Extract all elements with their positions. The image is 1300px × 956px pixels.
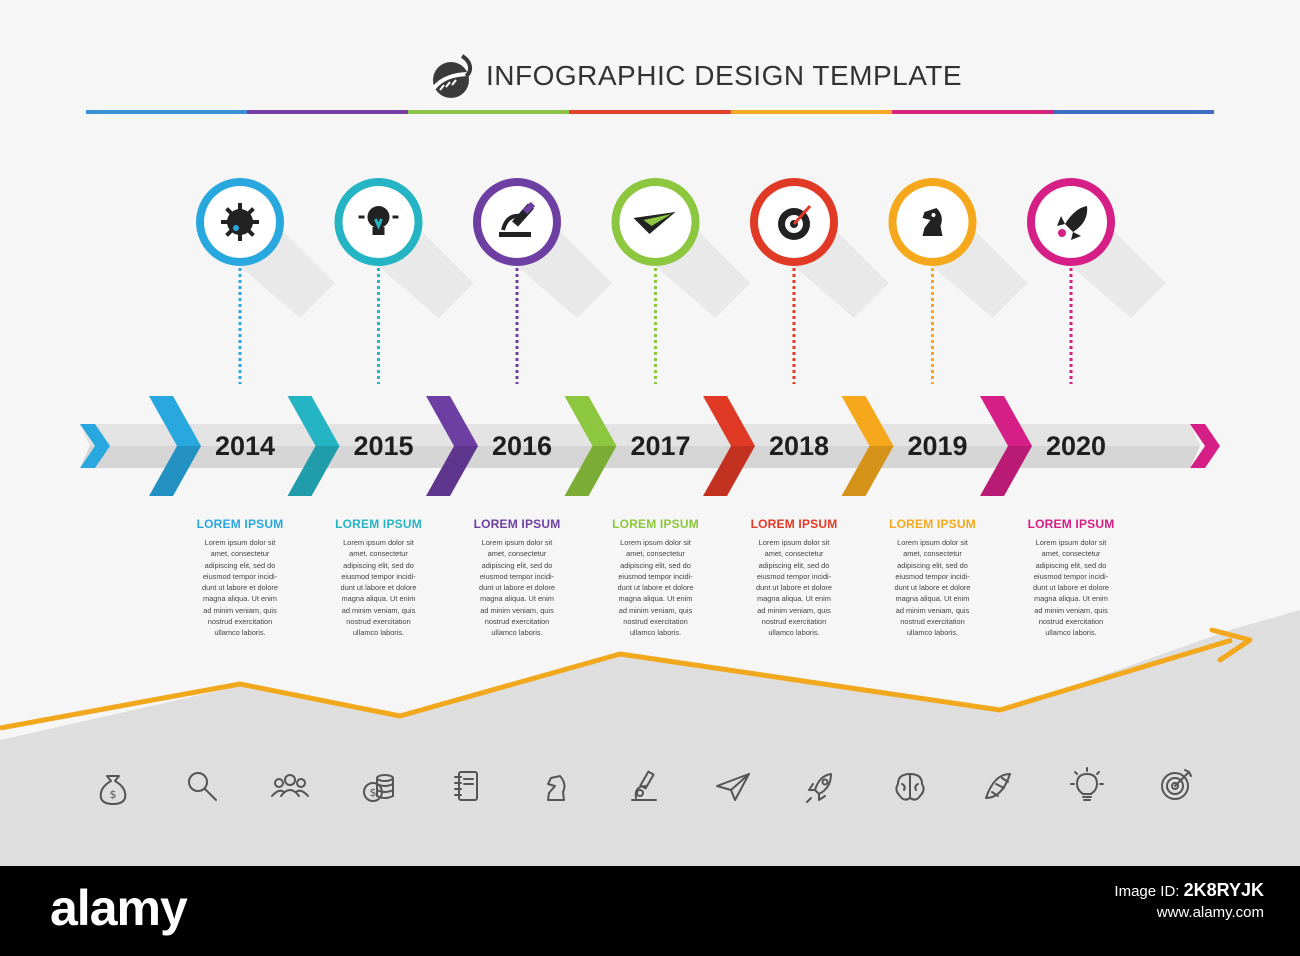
rocket-icon: [1057, 206, 1088, 240]
card-body: Lorem ipsum dolor sit amet, consectetur …: [340, 538, 417, 638]
magnifier-icon: [187, 772, 217, 801]
card-title: LOREM IPSUM: [1027, 517, 1115, 531]
milestone-chevron: [564, 396, 617, 496]
page-title: INFOGRAPHIC DESIGN TEMPLATE: [486, 60, 963, 91]
rule-segment: [569, 110, 731, 114]
rule-segment: [408, 110, 570, 114]
milestone-icon-badge: [888, 178, 977, 266]
grey-area-fill: [0, 610, 1300, 866]
milestone-chevron: [149, 396, 201, 496]
milestone-year: 2019: [907, 431, 968, 461]
timeline-graphic: [80, 178, 1220, 496]
target-icon: [778, 205, 812, 240]
money-bag-icon: $: [99, 775, 127, 805]
milestone-year: 2018: [768, 431, 830, 461]
paper-plane-icon: [715, 773, 750, 801]
chess-knight-icon: [546, 775, 565, 801]
card-title: LOREM IPSUM: [750, 517, 838, 531]
milestone-chevron: [980, 396, 1032, 496]
card-title: LOREM IPSUM: [889, 517, 976, 531]
card-body: Lorem ipsum dolor sit amet, consectetur …: [894, 538, 971, 638]
milestone-icon-badge: [196, 178, 284, 266]
image-id: 2K8RYJK: [1183, 880, 1264, 900]
lightbulb-icon: [358, 206, 399, 235]
footer-bar: alamy Image ID: 2K8RYJK www.alamy.com: [0, 866, 1300, 956]
milestone-icon-badge: [750, 178, 838, 266]
milestone-icon-badge: [334, 178, 423, 266]
milestone-card: LOREM IPSUM Lorem ipsum dolor sit amet, c…: [1011, 517, 1131, 639]
card-title: LOREM IPSUM: [612, 517, 699, 531]
milestone-card: LOREM IPSUM Lorem ipsum dolor sit amet, c…: [319, 517, 439, 639]
image-id-label: Image ID:: [1114, 883, 1180, 900]
chess-knight-icon: [922, 208, 943, 236]
milestone-chevron: [287, 396, 340, 496]
milestone-icon-badge: [1027, 178, 1115, 266]
milestone-year: 2015: [353, 431, 414, 461]
rule-segment: [1052, 110, 1214, 114]
svg-text:$: $: [110, 788, 117, 801]
milestone-chevron: [841, 396, 894, 496]
footer-url: www.alamy.com: [1156, 904, 1264, 921]
team-icon: [271, 774, 309, 797]
rule-segment: [730, 110, 892, 114]
milestone-chevron: [426, 396, 478, 496]
notebook-icon: [454, 771, 478, 801]
track-end-chevron: [1190, 424, 1220, 468]
growth-area: [0, 610, 1300, 866]
footer-brand: alamy: [50, 880, 188, 936]
milestone-card: LOREM IPSUM Lorem ipsum dolor sit amet, c…: [734, 517, 854, 639]
card-title: LOREM IPSUM: [196, 517, 284, 531]
card-title: LOREM IPSUM: [473, 517, 561, 531]
milestone-year: 2020: [1045, 431, 1107, 461]
milestone-card: LOREM IPSUM Lorem ipsum dolor sit amet, c…: [180, 517, 300, 639]
microscope-icon: [631, 770, 657, 801]
lightbulb-icon: [1069, 767, 1104, 801]
card-body: Lorem ipsum dolor sit amet, consectetur …: [1032, 538, 1109, 638]
rocket-icon: [806, 773, 832, 803]
milestone-card: LOREM IPSUM Lorem ipsum dolor sit amet, c…: [457, 517, 577, 639]
milestone-chevron: [703, 396, 755, 496]
header: INFOGRAPHIC DESIGN TEMPLATE: [0, 52, 1300, 102]
target-icon: [1161, 769, 1192, 800]
milestone-card: LOREM IPSUM Lorem ipsum dolor sit amet, c…: [596, 517, 716, 639]
color-rule: [86, 110, 1214, 114]
rule-segment: [891, 110, 1053, 114]
card-title: LOREM IPSUM: [335, 517, 422, 531]
milestone-icon-badge: [611, 178, 700, 266]
footer-meta: Image ID: 2K8RYJK www.alamy.com: [1114, 880, 1264, 924]
trend-arrow-line: [0, 637, 1233, 731]
trend-arrowhead: [1209, 627, 1253, 663]
milestone-year: 2017: [630, 431, 691, 461]
milestone-icon-badge: [473, 178, 561, 266]
card-body: Lorem ipsum dolor sit amet, consectetur …: [755, 538, 832, 638]
virus-icon: [221, 203, 259, 241]
card-body: Lorem ipsum dolor sit amet, consectetur …: [478, 538, 555, 638]
track-start-chevron: [80, 424, 110, 468]
coins-icon: $: [362, 774, 394, 802]
microscope-icon: [499, 201, 536, 237]
paper-plane-icon: [633, 212, 676, 234]
dna-icon: [985, 773, 1011, 799]
card-body: Lorem ipsum dolor sit amet, consectetur …: [617, 538, 694, 638]
rule-segment: [86, 110, 248, 114]
arc-swoosh-logo-icon: [432, 54, 473, 98]
brain-icon: [894, 773, 925, 801]
infographic-canvas: INFOGRAPHIC DESIGN TEMPLATE 2014 2015 2016…: [0, 52, 1300, 866]
milestone-card: LOREM IPSUM Lorem ipsum dolor sit amet, c…: [873, 517, 993, 639]
rule-segment: [247, 110, 409, 114]
svg-text:$: $: [369, 786, 376, 799]
card-body: Lorem ipsum dolor sit amet, consectetur …: [201, 538, 278, 638]
milestone-year: 2016: [491, 431, 553, 461]
milestone-year: 2014: [214, 431, 276, 461]
